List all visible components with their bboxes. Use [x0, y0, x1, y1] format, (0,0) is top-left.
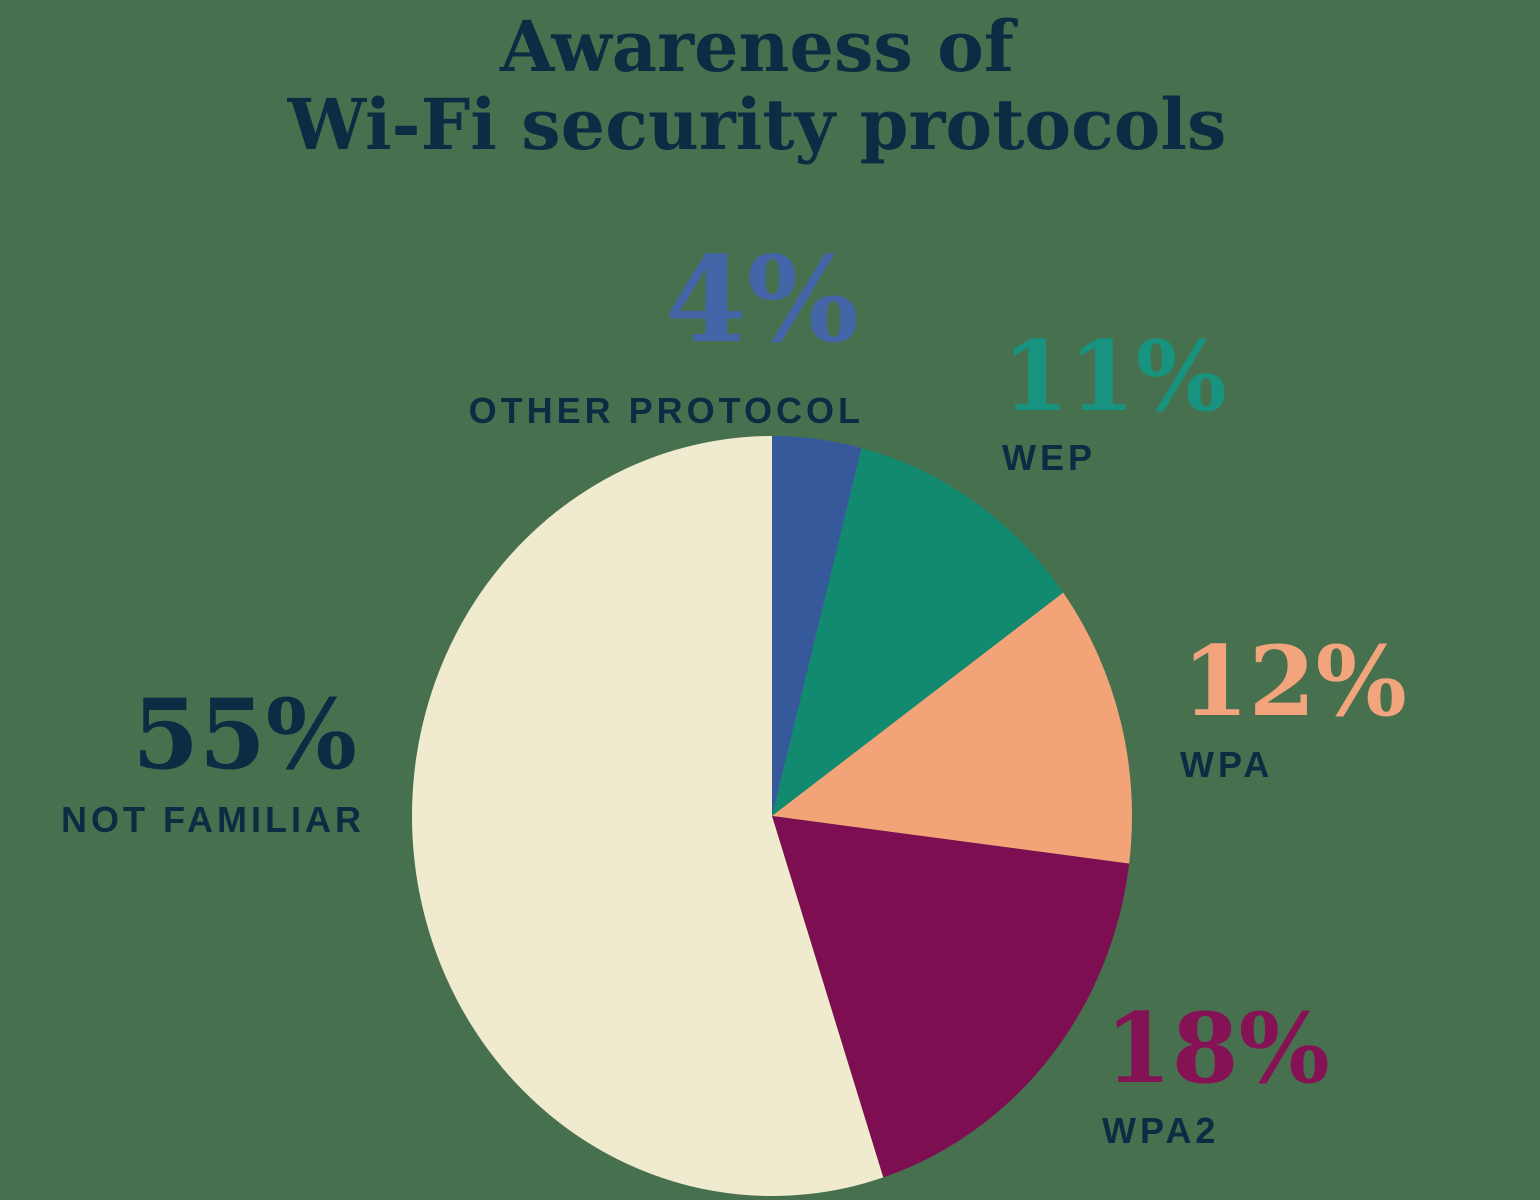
percent-value-not-familiar: 55% [132, 678, 357, 791]
pie-chart-svg [412, 436, 1132, 1196]
segment-label-other-protocol: OTHER PROTOCOL [468, 390, 864, 431]
percent-value-other-protocol: 4% [664, 230, 859, 369]
percent-value-wpa2: 18% [1105, 992, 1330, 1105]
segment-label-wpa: WPA [1180, 744, 1274, 785]
chart-title: Awareness of Wi-Fi security protocols [288, 8, 1227, 163]
pie-slice-not-familiar [412, 436, 884, 1196]
percent-value-wpa: 12% [1182, 625, 1407, 738]
chart-title-line2: Wi-Fi security protocols [287, 82, 1227, 166]
pie-slice-wep [772, 447, 1064, 816]
pie-slice-wpa [772, 592, 1132, 864]
pie-chart [412, 436, 1132, 1196]
segment-label-wep: WEP [1002, 437, 1097, 478]
pie-slice-other-protocol [772, 436, 862, 816]
segment-label-not-familiar: NOT FAMILIAR [61, 799, 365, 840]
pie-slice-wpa2 [772, 816, 1130, 1178]
chart-title-line1: Awareness of [500, 5, 1014, 88]
segment-label-wpa2: WPA2 [1102, 1110, 1220, 1151]
percent-value-wep: 11% [1002, 320, 1227, 433]
